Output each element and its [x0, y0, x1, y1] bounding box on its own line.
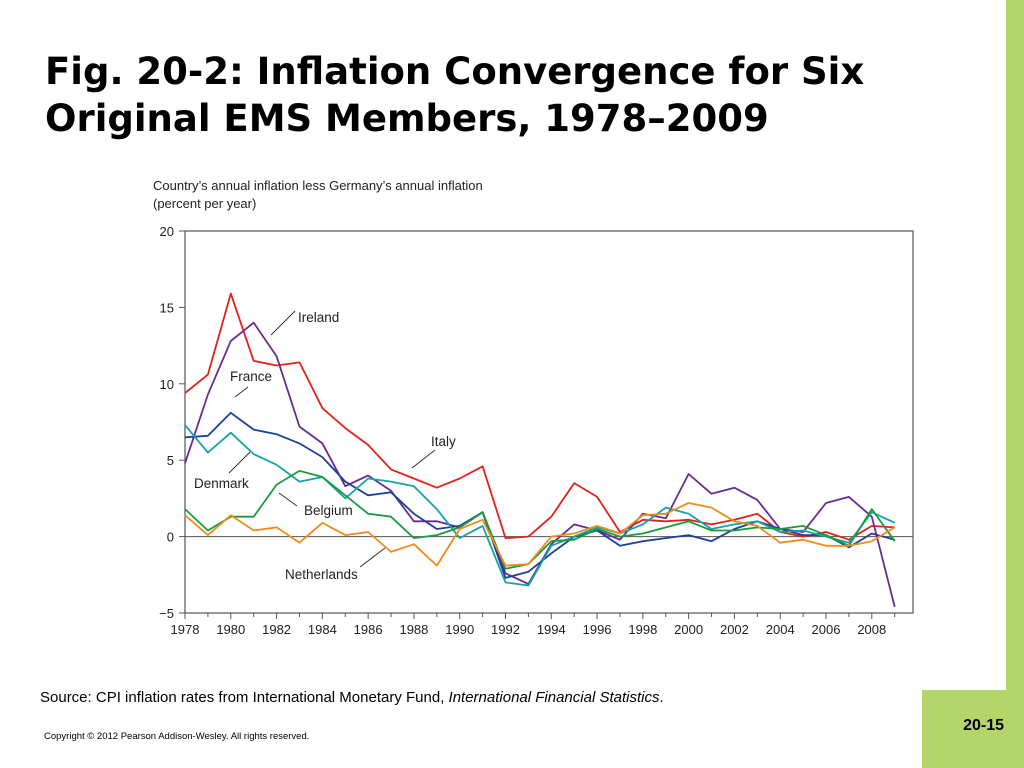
annotation-label-ireland: Ireland — [298, 310, 339, 325]
slide-title: Fig. 20-2: Inflation Convergence for Six… — [45, 50, 865, 140]
annotation-label-italy: Italy — [431, 434, 456, 449]
inflation-chart: Country’s annual inflation less Germany’… — [153, 178, 914, 637]
x-tick-label: 2006 — [812, 622, 841, 637]
annotation-label-belgium: Belgium — [304, 503, 353, 518]
x-tick-label: 1978 — [171, 622, 200, 637]
series-line-belgium — [184, 469, 896, 570]
page-number-box: 20-15 — [922, 690, 1024, 768]
chart-title: Country’s annual inflation less Germany’… — [153, 178, 483, 193]
chart-axes: −5 0 5 10 15 20 1978 1980 1982 1984 1986 1988 1990 19… — [159, 224, 914, 637]
x-tick-label: 1988 — [399, 622, 428, 637]
annotation-leader-italy — [411, 449, 436, 469]
x-tick-label: 1980 — [216, 622, 245, 637]
source-period: . — [659, 689, 664, 706]
page-number: 20-15 — [963, 717, 1004, 734]
x-tick-label: 2004 — [766, 622, 795, 637]
y-tick-label: 15 — [160, 300, 174, 315]
right-border-bar — [1006, 0, 1024, 768]
annotation-leader-netherlands — [359, 547, 386, 568]
source-note: Source: CPI inflation rates from Interna… — [40, 689, 664, 706]
x-tick-label: 1982 — [262, 622, 291, 637]
series-line-denmark — [184, 424, 896, 587]
annotation-leader-denmark — [228, 451, 251, 474]
plot-frame — [184, 230, 914, 614]
annotation-leader-ireland — [270, 310, 296, 336]
series-layer — [184, 292, 896, 608]
x-tick-label: 1992 — [491, 622, 520, 637]
y-tick-label: 20 — [160, 224, 174, 239]
series-line-france — [184, 411, 895, 579]
annotation-label-france: France — [230, 369, 272, 384]
x-tick-label: 2000 — [674, 622, 703, 637]
x-tick-label: 1986 — [354, 622, 383, 637]
x-tick-label: 1996 — [583, 622, 612, 637]
x-tick-label: 1990 — [445, 622, 474, 637]
source-text: Source: CPI inflation rates from Interna… — [40, 689, 449, 706]
y-tick-label: 5 — [167, 453, 174, 468]
x-tick-label: 1998 — [628, 622, 657, 637]
copyright-notice: Copyright © 2012 Pearson Addison-Wesley.… — [44, 731, 310, 742]
series-line-italy — [184, 292, 895, 541]
x-tick-label: 1984 — [308, 622, 337, 637]
annotation-layer: Ireland France Italy Denmark Belgium Netherla… — [194, 310, 456, 582]
annotation-label-netherlands: Netherlands — [285, 567, 358, 582]
x-tick-label: 2008 — [857, 622, 886, 637]
y-tick-label: −5 — [159, 606, 174, 621]
chart-subtitle: (percent per year) — [153, 196, 256, 211]
y-tick-label: 10 — [160, 377, 174, 392]
annotation-label-denmark: Denmark — [194, 476, 249, 491]
y-tick-label: 0 — [167, 530, 174, 545]
source-publication: International Financial Statistics — [448, 689, 660, 706]
series-line-netherlands — [184, 502, 896, 567]
x-tick-label: 1994 — [537, 622, 566, 637]
x-tick-label: 2002 — [720, 622, 749, 637]
annotation-leader-belgium — [278, 492, 298, 507]
annotation-leader-france — [234, 386, 249, 398]
